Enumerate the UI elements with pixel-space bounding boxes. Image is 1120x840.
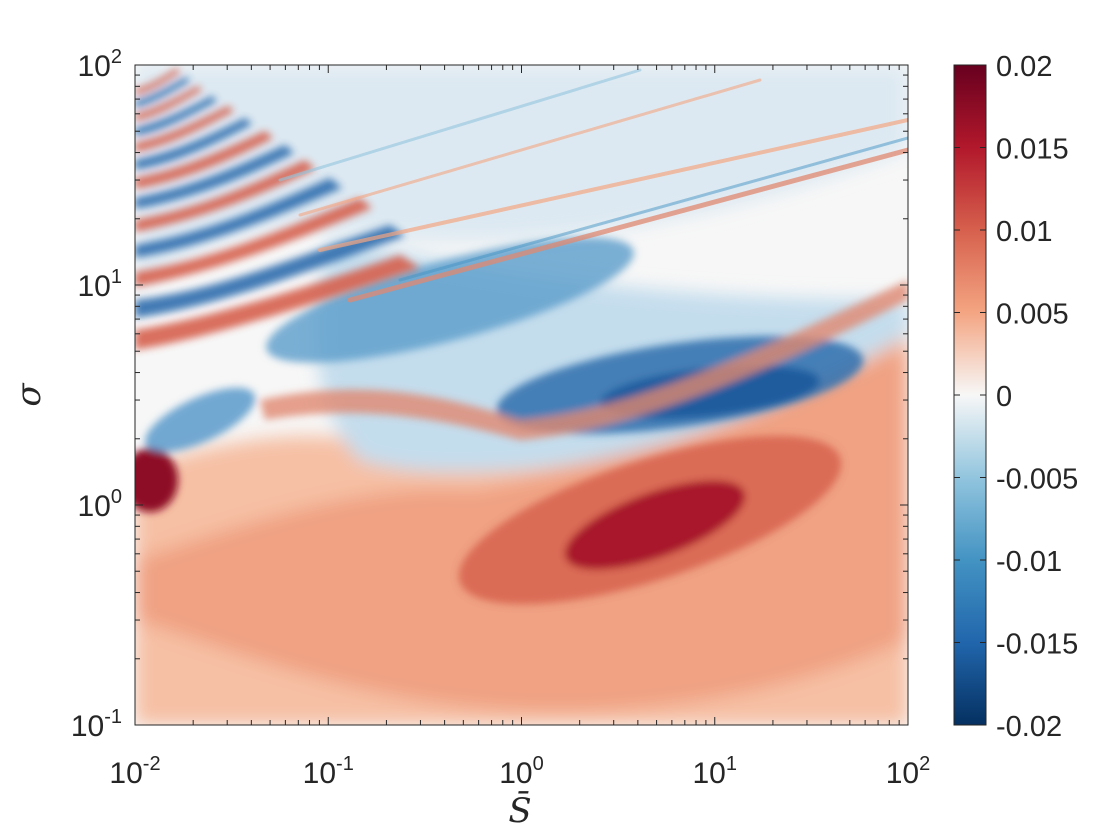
y-tick-label: 100 [78,486,123,523]
colorbar-tick-label: 0.005 [996,299,1069,331]
colorbar-tick-label: -0.02 [996,711,1062,743]
colorbar-tick-label: 0.01 [996,216,1052,248]
heat-blob-red-left [135,448,178,512]
x-axis-label-group: S̄ [508,790,531,831]
x-axis-label: S̄ [508,790,531,831]
colorbar-tick-label: -0.015 [996,629,1078,661]
y-axis-label: σ [9,383,49,407]
y-tick-label: 101 [78,266,123,303]
heat-blob-blue-upper [266,237,634,363]
colorbar-tick-label: 0.015 [996,134,1069,166]
colorbar-tick-label: 0.02 [996,51,1052,83]
colorbar-tick-label: 0 [996,381,1012,413]
diagonal-fine-lines [278,68,908,303]
heat-blob-blue-left [144,387,256,453]
heat-band-red-diagonal [260,280,908,440]
x-tick-label: 101 [693,753,738,790]
y-tick-label: 102 [78,46,123,83]
colorbar-ticks: -0.02 -0.015 -0.01 -0.005 0 0.005 0.01 0.015 0.0… [954,51,1078,743]
plot-area [135,65,908,725]
x-tick-label: 10-1 [303,753,354,790]
x-axis-ticks: 10-2 10-1 100 101 102 [109,65,930,790]
heat-blob-red-core [565,480,745,570]
y-axis-ticks: 10-1 100 101 102 [71,46,908,743]
colorbar-tick-label: -0.01 [996,546,1062,578]
x-tick-label: 100 [499,753,544,790]
y-tick-label: 10-1 [71,706,122,743]
heat-region-upper-light-blue [135,65,908,290]
x-tick-label: 10-2 [109,753,160,790]
x-tick-label: 102 [886,753,931,790]
oscillation-stripes [135,68,420,350]
colorbar-tick-label: -0.005 [996,464,1078,496]
